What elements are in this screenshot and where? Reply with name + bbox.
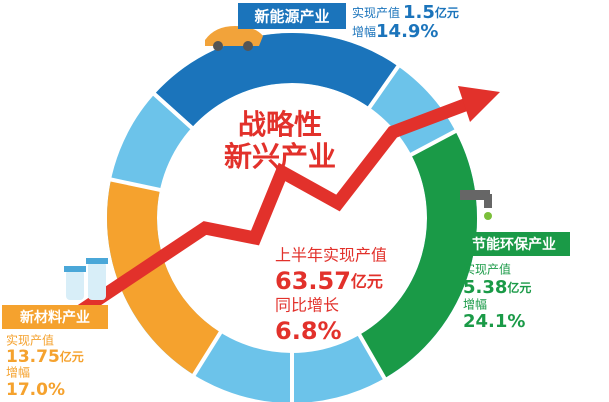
sector-output-label: 实现产值 <box>352 5 400 20</box>
ring-gap <box>108 177 163 193</box>
sector-output-value: 13.75 <box>6 347 60 367</box>
ring-gap <box>356 332 388 381</box>
center-title: 新兴产业 <box>224 140 336 173</box>
sector-growth: 增幅14.9% <box>352 21 438 42</box>
sector-output-label: 实现产值 <box>6 333 54 348</box>
sector-output: 实现产值 1.5亿元 <box>352 2 459 23</box>
sector-growth-label: 增幅 <box>6 365 30 380</box>
ring-gap <box>191 329 224 378</box>
segment-new-energy <box>154 33 399 129</box>
sector-output-unit: 亿元 <box>435 5 459 20</box>
sector-name: 节能环保产业 <box>472 236 556 253</box>
sector-name: 新材料产业 <box>20 309 90 326</box>
ring <box>107 33 477 402</box>
sector-output: 5.38亿元 <box>463 277 531 298</box>
sector-output: 13.75亿元 <box>6 347 84 367</box>
ring-gap <box>151 91 195 131</box>
sector-name: 新能源产业 <box>254 8 329 26</box>
ring-gap <box>408 128 459 158</box>
sector-output-value: 5.38 <box>463 277 507 298</box>
sector-output-value: 1.5 <box>403 2 435 23</box>
sector-growth-label: 增幅 <box>463 297 487 312</box>
sector-growth-value: 24.1% <box>463 311 525 332</box>
sector-label-box <box>238 3 346 29</box>
center-output-label: 上半年实现产值 <box>275 246 387 265</box>
sector-growth-value: 14.9% <box>376 21 438 42</box>
center-output-unit: 亿元 <box>351 272 383 291</box>
sector-output-unit: 亿元 <box>507 280 531 295</box>
trend-arrow <box>66 96 473 324</box>
arrow-head <box>458 86 500 122</box>
center-growth-value: 6.8% <box>275 317 342 345</box>
ring-gap <box>366 63 401 111</box>
sector-growth-label: 增幅 <box>352 24 376 39</box>
center-growth-label: 同比增长 <box>275 296 339 315</box>
tap-icon <box>460 190 492 220</box>
bottles-icon <box>64 258 108 300</box>
car-icon <box>205 26 263 51</box>
sector-growth-value: 17.0% <box>6 380 65 400</box>
sector-output-unit: 亿元 <box>60 349 84 364</box>
segment-eco <box>359 131 477 379</box>
center-output-value: 63.57 <box>275 267 351 295</box>
sector-label-box <box>458 232 570 256</box>
sector-output-label: 实现产值 <box>463 262 511 277</box>
sector-label-box <box>2 305 108 329</box>
segment-materials <box>107 179 221 375</box>
center-block: 战略性 新兴产业 上半年实现产值 63.57亿元 同比增长 6.8% <box>224 108 387 345</box>
center-title: 战略性 <box>238 108 322 141</box>
center-output: 63.57亿元 <box>275 267 383 295</box>
